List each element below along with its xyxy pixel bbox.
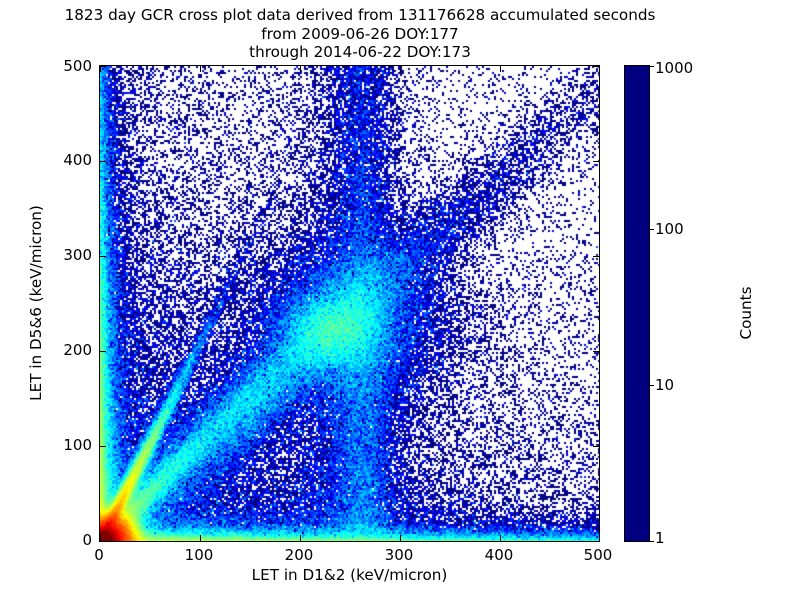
y-tick-500 xyxy=(100,66,106,68)
y-tick-label-100: 100 xyxy=(63,436,92,454)
y-tick-right-100 xyxy=(593,446,599,448)
y-tick-0 xyxy=(100,541,106,542)
y-axis-label: LET in D5&6 (keV/micron) xyxy=(27,205,45,401)
x-tick-top-500 xyxy=(599,66,600,72)
y-tick-right-300 xyxy=(593,256,599,258)
y-tick-100 xyxy=(100,446,106,448)
plot-title-line-2: from 2009-06-26 DOY:177 xyxy=(261,24,459,43)
x-tick-top-100 xyxy=(200,66,202,72)
colorbar-label-10: 10 xyxy=(655,376,675,394)
x-tick-label-0: 0 xyxy=(94,546,104,564)
colorbar-tick-1000 xyxy=(648,66,654,68)
y-tick-label-300: 300 xyxy=(63,246,92,264)
plot-area[interactable] xyxy=(99,65,600,542)
colorbar-tick-1 xyxy=(648,541,654,543)
x-tick-0 xyxy=(100,535,102,541)
colorbar-label-1: 1 xyxy=(655,529,665,547)
plot-title: 1823 day GCR cross plot data derived fro… xyxy=(0,6,720,62)
y-tick-200 xyxy=(100,351,106,353)
y-tick-label-0: 0 xyxy=(82,531,92,549)
x-tick-top-400 xyxy=(500,66,502,72)
x-tick-500 xyxy=(599,535,600,541)
x-tick-200 xyxy=(300,535,302,541)
colorbar-tick-10 xyxy=(648,385,654,387)
x-tick-label-500: 500 xyxy=(583,546,613,564)
y-tick-right-500 xyxy=(593,66,599,68)
x-tick-100 xyxy=(200,535,202,541)
x-tick-top-0 xyxy=(100,66,102,72)
density-heatmap xyxy=(100,66,599,541)
x-tick-label-200: 200 xyxy=(284,546,314,564)
colorbar[interactable] xyxy=(624,65,650,542)
x-tick-label-100: 100 xyxy=(184,546,214,564)
x-tick-top-300 xyxy=(400,66,402,72)
colorbar-gradient xyxy=(625,66,649,541)
x-tick-400 xyxy=(500,535,502,541)
colorbar-label-1000: 1000 xyxy=(655,59,694,77)
y-tick-400 xyxy=(100,161,106,163)
x-axis-label: LET in D1&2 (keV/micron) xyxy=(251,566,448,584)
plot-title-line-3: through 2014-06-22 DOY:173 xyxy=(249,43,471,61)
x-tick-300 xyxy=(400,535,402,541)
plot-title-line-1: 1823 day GCR cross plot data derived fro… xyxy=(64,6,656,24)
colorbar-tick-100 xyxy=(648,229,654,231)
x-tick-label-400: 400 xyxy=(484,546,514,564)
colorbar-title: Counts xyxy=(737,286,755,340)
y-tick-label-500: 500 xyxy=(63,57,92,75)
colorbar-label-100: 100 xyxy=(655,220,684,238)
y-tick-label-400: 400 xyxy=(63,151,92,169)
y-tick-300 xyxy=(100,256,106,258)
x-tick-label-300: 300 xyxy=(384,546,414,564)
x-tick-top-200 xyxy=(300,66,302,72)
y-tick-right-200 xyxy=(593,351,599,353)
y-tick-right-0 xyxy=(593,541,599,542)
y-tick-right-400 xyxy=(593,161,599,163)
y-tick-label-200: 200 xyxy=(63,341,92,359)
